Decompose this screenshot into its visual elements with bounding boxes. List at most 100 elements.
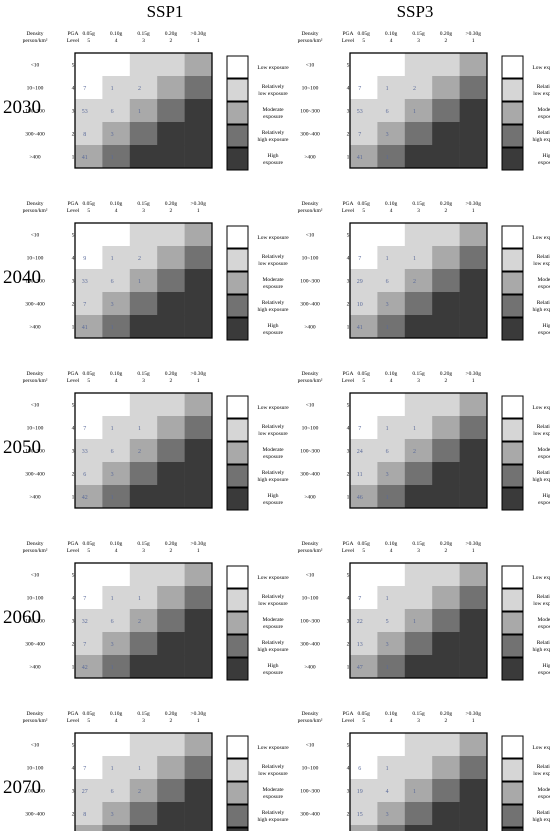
exposure-cell xyxy=(75,825,103,831)
cell-value: 13 xyxy=(357,642,363,648)
pga-level-label: 1 xyxy=(197,208,200,214)
density-class-label: >400 xyxy=(29,665,41,671)
legend-swatch xyxy=(501,441,524,465)
legend-label: Relatively xyxy=(537,300,550,306)
exposure-cell xyxy=(432,76,460,100)
density-level-label: 2 xyxy=(347,472,350,478)
cell-value: 3 xyxy=(386,642,389,648)
exposure-cell xyxy=(432,485,460,509)
exposure-cell xyxy=(404,53,433,77)
pga-value-label: 0.15g xyxy=(137,31,150,37)
density-level-label: 1 xyxy=(72,155,75,161)
exposure-cell xyxy=(350,439,378,463)
pga-header: PGA xyxy=(342,31,353,37)
exposure-cell xyxy=(129,122,158,146)
density-header: Density xyxy=(26,711,43,717)
exposure-cell xyxy=(129,315,158,339)
legend-swatch xyxy=(226,78,249,102)
exposure-cell xyxy=(350,733,378,757)
pga-value-label: 0.20g xyxy=(440,541,453,547)
exposure-cell xyxy=(184,53,213,77)
year-label-2050: 2050 xyxy=(3,437,41,458)
legend-label: low exposure xyxy=(258,91,288,97)
density-class-label: >400 xyxy=(29,325,41,331)
density-level-label: 4 xyxy=(347,426,350,432)
exposure-cell xyxy=(377,733,406,757)
density-class-label: 300~400 xyxy=(300,812,320,818)
exposure-cell xyxy=(350,632,378,656)
pga-level-label: 4 xyxy=(115,378,118,384)
exposure-cell xyxy=(102,825,131,831)
legend-label: exposure xyxy=(538,624,550,630)
pga-level-label: 3 xyxy=(142,208,145,214)
cell-value: 6 xyxy=(386,109,389,115)
density-unit-header: person/km² xyxy=(298,208,323,214)
density-class-label: <10 xyxy=(306,573,315,579)
legend-swatch xyxy=(501,55,524,79)
year-label-2030: 2030 xyxy=(3,97,41,118)
legend-label: Relatively xyxy=(537,130,550,136)
cell-value: 1 xyxy=(386,495,389,501)
exposure-cell xyxy=(129,99,158,123)
legend-label: low exposure xyxy=(533,261,550,267)
exposure-cell xyxy=(377,462,406,486)
pga-value-label: 0.10g xyxy=(385,201,398,207)
exposure-cell xyxy=(377,246,406,270)
pga-value-label: 0.20g xyxy=(440,31,453,37)
exposure-cell xyxy=(184,292,213,316)
pga-level-label: 3 xyxy=(142,718,145,724)
cell-value: 6 xyxy=(358,766,361,772)
exposure-cell xyxy=(129,439,158,463)
legend-label: Relatively xyxy=(262,470,285,476)
density-unit-header: person/km² xyxy=(23,38,48,44)
legend-label: Relatively xyxy=(262,300,285,306)
cell-value: 15 xyxy=(357,812,363,818)
pga-header: PGA xyxy=(67,31,78,37)
cell-value: 32 xyxy=(82,619,88,625)
cell-value: 3 xyxy=(111,132,114,138)
exposure-cell xyxy=(157,655,185,679)
cell-value: 1 xyxy=(413,619,416,625)
pga-value-label: 0.15g xyxy=(412,541,425,547)
exposure-cell xyxy=(459,145,488,169)
cell-value: 6 xyxy=(83,472,86,478)
exposure-cell xyxy=(459,223,488,247)
exposure-cell xyxy=(157,733,185,757)
legend-label: Relatively xyxy=(537,254,550,260)
cell-value: 6 xyxy=(386,449,389,455)
year-label-2060: 2060 xyxy=(3,607,41,628)
exposure-cell xyxy=(75,292,103,316)
exposure-cell xyxy=(350,655,378,679)
legend-label: Relatively xyxy=(537,764,550,770)
exposure-cell xyxy=(404,269,433,293)
density-level-label: 5 xyxy=(347,233,350,239)
exposure-cell xyxy=(432,416,460,440)
exposure-cell xyxy=(432,99,460,123)
exposure-cell xyxy=(157,76,185,100)
exposure-cell xyxy=(432,756,460,780)
pga-level-label: 2 xyxy=(170,718,173,724)
density-level-label: 1 xyxy=(72,495,75,501)
exposure-cell xyxy=(129,292,158,316)
exposure-cell xyxy=(377,756,406,780)
legend-swatch xyxy=(501,758,524,782)
exposure-cell xyxy=(129,655,158,679)
level-header: Level xyxy=(67,548,80,554)
cell-value: 1 xyxy=(386,596,389,602)
legend-swatch xyxy=(226,271,249,295)
exposure-cell xyxy=(157,223,185,247)
legend-label: exposure xyxy=(263,794,283,800)
cell-value: 6 xyxy=(111,619,114,625)
exposure-cell xyxy=(184,563,213,587)
legend-label: High xyxy=(543,493,550,499)
pga-level-label: 3 xyxy=(417,38,420,44)
level-header: Level xyxy=(342,38,355,44)
exposure-cell xyxy=(377,99,406,123)
pga-value-label: 0.20g xyxy=(165,541,178,547)
exposure-cell xyxy=(350,122,378,146)
pga-level-label: 1 xyxy=(197,378,200,384)
exposure-cell xyxy=(102,485,131,509)
density-class-label: 300~400 xyxy=(25,132,45,138)
density-level-label: 5 xyxy=(72,233,75,239)
density-level-label: 5 xyxy=(72,573,75,579)
